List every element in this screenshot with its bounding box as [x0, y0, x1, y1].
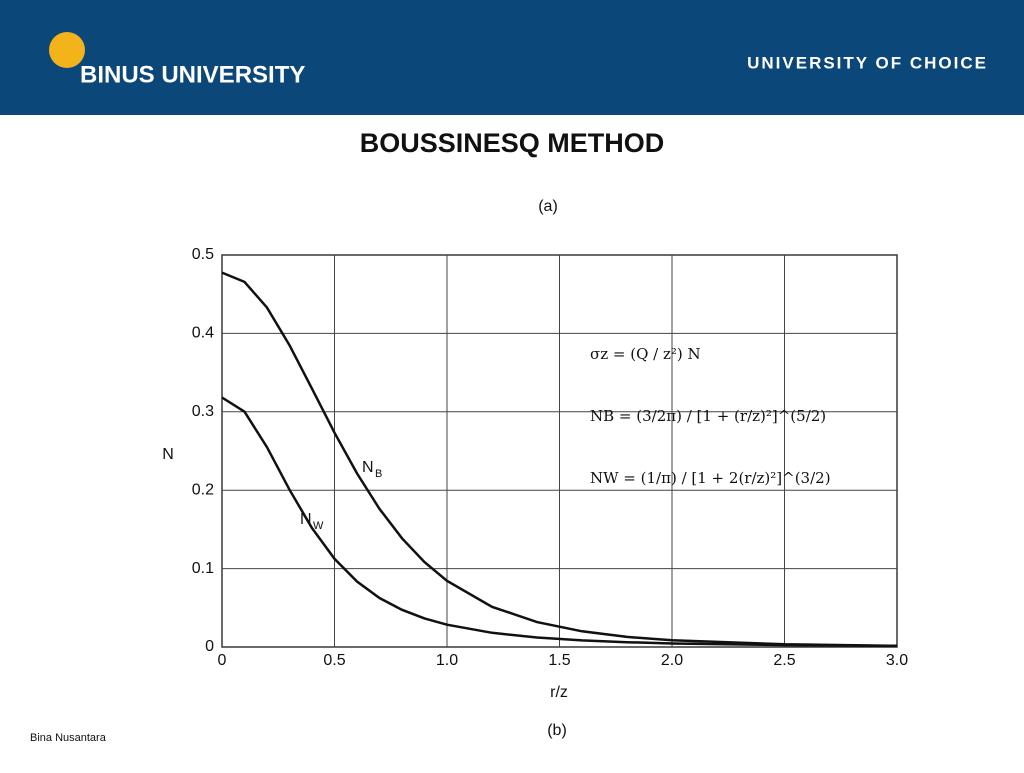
- logo-text: BINUS UNIVERSITY: [80, 61, 305, 88]
- y-tick-label: 0.3: [192, 403, 214, 420]
- x-axis-label: r/z: [550, 684, 568, 701]
- formula: NW = (1/π) / [1 + 2(r/z)²]^(3/2): [590, 469, 831, 487]
- chart-caption: (b): [547, 722, 567, 739]
- series-label: N: [300, 511, 312, 528]
- footer: Bina Nusantara: [30, 732, 107, 744]
- x-tick-label: 1.5: [548, 652, 570, 669]
- series-label-subscript: W: [313, 520, 324, 532]
- y-tick-label: 0.4: [192, 325, 214, 342]
- series-label: N: [362, 459, 374, 476]
- series-label-subscript: B: [375, 468, 382, 480]
- tagline: UNIVERSITY OF CHOICE: [747, 53, 988, 72]
- x-tick-label: 2.0: [661, 652, 683, 669]
- y-tick-label: 0: [205, 638, 214, 655]
- y-tick-label: 0.5: [192, 246, 214, 263]
- series-line: [221, 271, 898, 648]
- y-tick-label: 0.2: [192, 481, 214, 498]
- x-tick-label: 0.5: [323, 652, 345, 669]
- formula: NB = (3/2π) / [1 + (r/z)²]^(5/2): [590, 407, 826, 425]
- x-tick-label: 1.0: [436, 652, 458, 669]
- logo-icon: [49, 32, 85, 68]
- x-tick-label: 0: [218, 652, 227, 669]
- chart-subtitle: (a): [538, 198, 558, 215]
- header-band: [0, 0, 1024, 115]
- slide-title: BOUSSINESQ METHOD: [360, 128, 665, 158]
- y-tick-label: 0.1: [192, 560, 214, 577]
- y-axis-label: N: [162, 446, 174, 463]
- formula: σz = (Q / z²) N: [590, 345, 701, 363]
- plot: 0 0.5 1.0 1.5 2.0 2.5 3.000.10.20.30.40.5N BN Wσ…: [192, 246, 908, 669]
- series-line: [221, 396, 898, 648]
- x-tick-label: 2.5: [773, 652, 795, 669]
- x-tick-label: 3.0: [886, 652, 908, 669]
